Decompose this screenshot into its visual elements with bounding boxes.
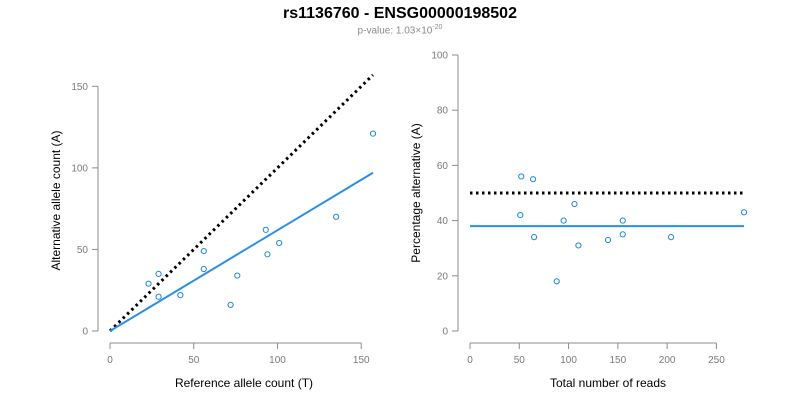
pvalue-text: p-value: 1.03×10 [357,25,433,37]
data-point [604,236,612,244]
y-axis-title: Alternative allele count (A) [49,130,63,270]
y-tick-label: 50 [77,245,89,256]
x-tick-label: 200 [659,355,676,366]
data-point [262,226,269,233]
x-axis-title: Reference allele count (T) [175,376,313,390]
data-point [560,217,567,224]
data-point [667,234,675,241]
x-tick-label: 150 [610,355,627,366]
data-point [276,239,283,247]
x-tick-label: 150 [353,355,370,366]
data-point [553,278,560,285]
y-tick-label: 40 [437,216,449,227]
data-point [200,247,207,255]
chart-title: rs1136760 - ENSG00000198502 [283,5,517,22]
data-point [517,211,524,219]
data-point [571,200,578,208]
x-tick-label: 100 [269,355,286,366]
data-point [264,251,271,258]
data-point [333,213,340,220]
x-tick-label: 100 [560,355,577,366]
data-point [177,292,184,299]
chart-subtitle: p-value: 1.03×10-20 [0,24,800,36]
y-tick-label: 100 [71,163,88,174]
chart-panel-2: 0 50 100 150 200 250 0 20 40 60 80 100 Total number … [409,51,748,390]
y-tick-label: 60 [437,161,449,172]
y-tick-label: 80 [437,106,449,117]
data-point [529,176,537,183]
data-point [227,301,234,308]
pvalue-exponent: -20 [432,24,443,31]
data-point [200,265,207,273]
x-tick-label: 0 [467,355,473,366]
data-point [518,173,525,180]
data-point [530,234,538,241]
x-tick-label: 250 [708,355,725,366]
y-tick-label: 150 [71,82,88,93]
data-point [155,293,162,300]
data-point [619,217,626,224]
x-tick-label: 50 [188,355,200,366]
data-point [234,272,241,279]
y-tick-label: 0 [442,327,448,338]
data-point [740,209,748,216]
data-point [369,130,377,137]
y-tick-label: 0 [82,327,88,338]
data-point [155,270,162,278]
data-point [145,280,152,287]
fit-line [109,171,374,332]
chart-panel-1: 0 50 100 150 0 50 100 150 Reference allele count… [49,73,377,390]
y-tick-label: 100 [431,51,448,62]
reference-line [108,73,375,333]
y-axis-title: Percentage alternative (A) [409,123,423,262]
data-point [619,231,626,238]
x-tick-label: 50 [514,355,526,366]
y-tick-label: 20 [437,271,449,282]
data-point [575,242,582,249]
x-axis-title: Total number of reads [550,376,666,390]
x-tick-label: 0 [107,355,113,366]
